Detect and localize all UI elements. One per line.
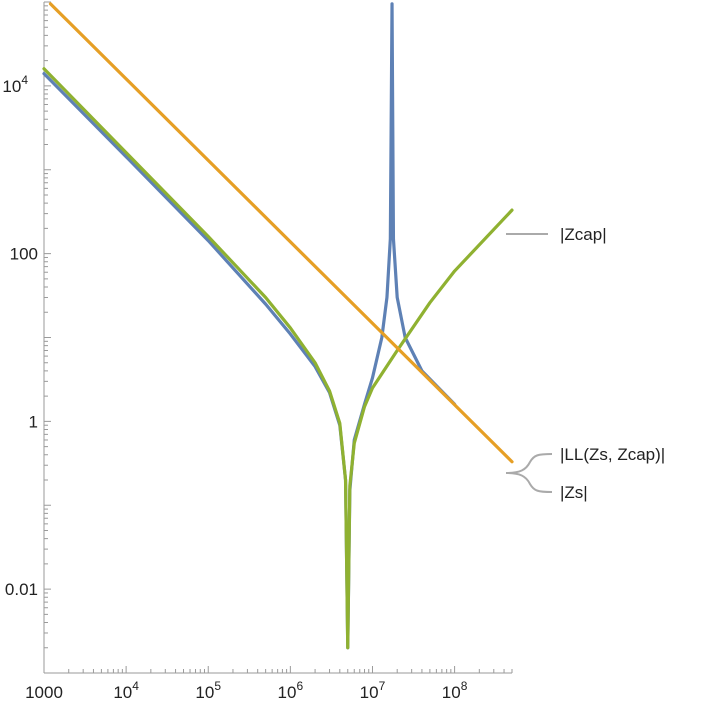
y-tick-label: 1 xyxy=(29,412,38,431)
legend-callout-1 xyxy=(505,453,553,474)
x-tick-label: 105 xyxy=(195,679,221,702)
series-layer xyxy=(42,2,514,650)
x-axis-ticks: 1000 104 105 106 107 108 xyxy=(25,666,513,702)
series-line-1 xyxy=(42,2,457,650)
legend-label-2: |Zs| xyxy=(560,483,588,502)
series-line-2 xyxy=(42,67,514,650)
x-tick-label: 1000 xyxy=(25,683,63,702)
y-tick-label: 104 xyxy=(2,73,28,96)
series-line-0 xyxy=(48,2,514,464)
legend-label-1: |LL(Zs, Zcap)| xyxy=(560,445,665,464)
legend: |Zcap| |LL(Zs, Zcap)| |Zs| xyxy=(505,225,665,502)
legend-label-0: |Zcap| xyxy=(560,225,607,244)
x-tick-label: 104 xyxy=(113,679,139,702)
axes xyxy=(43,2,512,674)
x-tick-label: 108 xyxy=(442,679,468,702)
x-tick-label: 107 xyxy=(360,679,386,702)
y-tick-label: 100 xyxy=(10,245,38,264)
y-tick-label: 0.01 xyxy=(5,580,38,599)
legend-callout-2 xyxy=(505,472,553,493)
y-axis-ticks: 0.01 1 100 104 xyxy=(2,1,51,674)
x-tick-label: 106 xyxy=(278,679,304,702)
